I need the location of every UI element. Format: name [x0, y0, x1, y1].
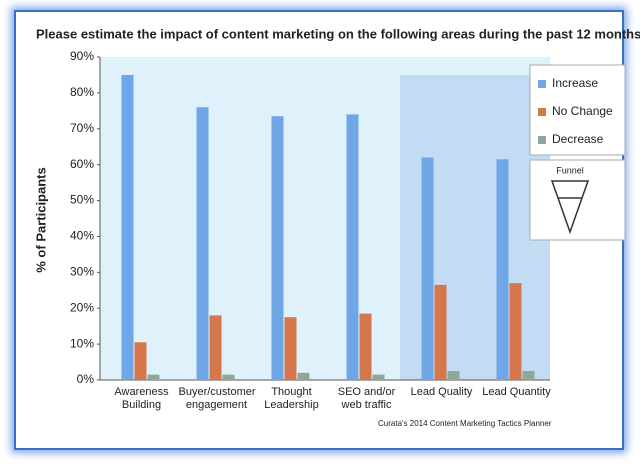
bar [522, 371, 535, 380]
bar [297, 372, 310, 380]
bar [372, 374, 385, 380]
y-tick-label: 60% [70, 157, 94, 171]
y-tick-label: 70% [70, 121, 94, 135]
funnel-icon [550, 180, 590, 235]
bar [196, 107, 209, 380]
bar [147, 374, 160, 380]
y-tick-label: 0% [77, 372, 95, 386]
legend-swatch [538, 80, 546, 88]
bar [284, 317, 297, 380]
y-tick-label: 80% [70, 85, 94, 99]
legend-swatch [538, 108, 546, 116]
funnel-box [529, 159, 626, 241]
bar [209, 315, 222, 380]
x-tick-label: Awareness Building [114, 386, 169, 411]
chart-title: Please estimate the impact of content ma… [36, 26, 640, 41]
bar [447, 371, 460, 380]
y-tick-label: 30% [70, 265, 94, 279]
legend-label: Decrease [552, 132, 604, 146]
bar [509, 283, 522, 380]
bar [346, 114, 359, 380]
y-tick-label: 40% [70, 229, 94, 243]
funnel-label: Funnel [556, 165, 584, 175]
x-tick-label: SEO and/or web traffic [337, 386, 396, 411]
y-axis-label: % of Participants [33, 167, 48, 272]
y-tick-label: 10% [70, 336, 94, 350]
bar [134, 342, 147, 380]
bar [121, 74, 134, 380]
x-tick-label: Thought Leadership [264, 386, 319, 411]
bar [222, 374, 235, 380]
bar [359, 313, 372, 380]
bar [496, 159, 509, 380]
x-tick-label: Buyer/customer engagement [178, 386, 256, 411]
y-tick-label: 90% [70, 49, 94, 63]
legend-label: Increase [552, 76, 598, 90]
bar [434, 284, 447, 380]
source: Curata's 2014 Content Marketing Tactics … [378, 419, 552, 428]
x-tick-label: Lead Quality [410, 386, 473, 398]
legend-swatch [538, 136, 546, 144]
bar [271, 116, 284, 380]
y-tick-label: 50% [70, 193, 94, 207]
y-tick-label: 20% [70, 300, 94, 314]
x-tick-label: Lead Quantity [482, 386, 551, 398]
legend-label: No Change [552, 104, 613, 118]
bar [421, 157, 434, 380]
